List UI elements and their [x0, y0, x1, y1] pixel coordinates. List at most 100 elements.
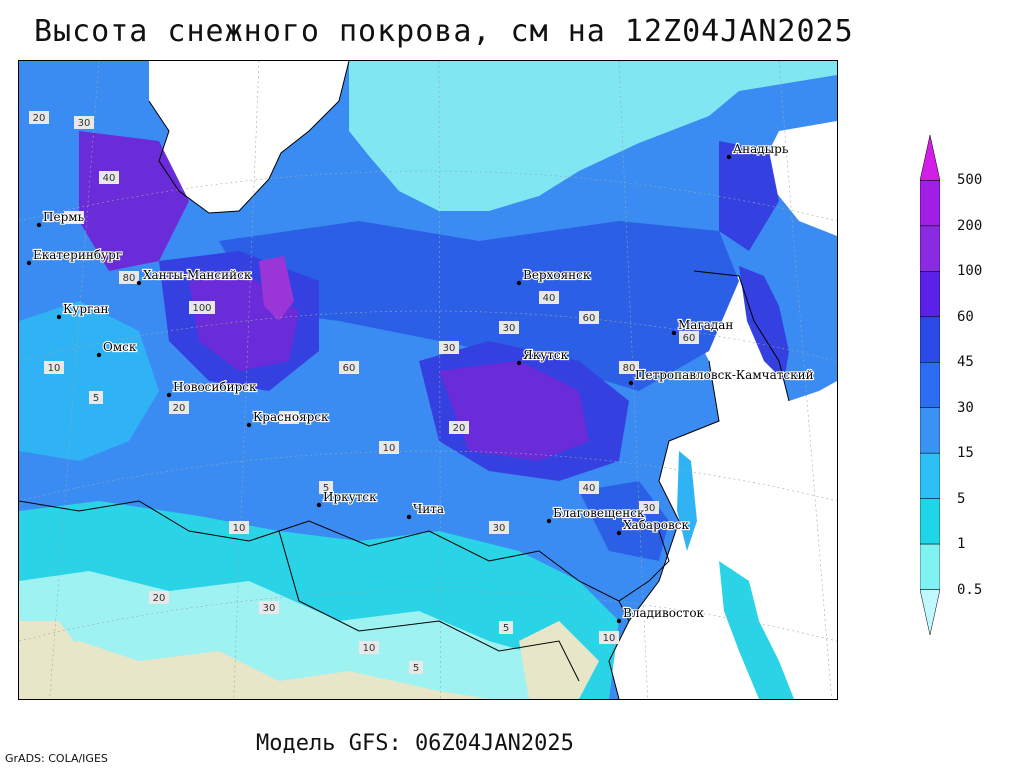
legend-swatch	[920, 543, 940, 590]
svg-text:40: 40	[283, 413, 296, 424]
value-tag: 40	[579, 481, 599, 494]
snow-depth-map: 20 30 40 60 80 100 10 5 20 40 60 30 30 40 60 80 60 40 30 20…	[18, 60, 838, 700]
value-tag: 30	[639, 501, 659, 514]
svg-text:10: 10	[383, 443, 396, 454]
map-canvas: 20 30 40 60 80 100 10 5 20 40 60 30 30 40 60 80 60 40 30 20…	[19, 61, 837, 699]
value-tag: 80	[119, 271, 139, 284]
pacific-coast	[608, 270, 790, 699]
value-tag: 100	[189, 301, 215, 314]
sakhalin	[677, 451, 697, 551]
value-tag: 40	[279, 411, 299, 424]
north-high-snow	[219, 221, 739, 391]
svg-text:60: 60	[683, 333, 696, 344]
legend-swatch	[920, 271, 940, 318]
legend-label: 15	[957, 445, 974, 462]
grads-credit: GrADS: COLA/IGES	[5, 752, 108, 765]
svg-text:Омск: Омск	[103, 340, 137, 354]
value-tag: 60	[679, 331, 699, 344]
svg-text:40: 40	[103, 173, 116, 184]
svg-text:Курган: Курган	[63, 302, 108, 316]
peak-snow	[259, 256, 294, 321]
value-tag: 5	[409, 661, 423, 674]
value-tag: 30	[74, 116, 94, 129]
value-tag: 20	[149, 591, 169, 604]
legend-label: 1	[957, 536, 966, 553]
value-tag: 60	[339, 361, 359, 374]
pacific-ocean	[609, 271, 837, 699]
svg-text:5: 5	[93, 393, 99, 404]
city-label: Хабаровск	[623, 518, 689, 532]
value-tag: 30	[259, 601, 279, 614]
value-tag: 10	[229, 521, 249, 534]
svg-text:60: 60	[583, 313, 596, 324]
svg-text:Красноярск: Красноярск	[253, 410, 329, 424]
value-tag: 10	[379, 441, 399, 454]
legend-swatch	[920, 180, 940, 227]
legend-label: 500	[957, 172, 983, 189]
city-label: Владивосток	[623, 606, 705, 620]
city-label: Екатеринбург	[33, 248, 122, 262]
city-label: Ханты-Мансийск	[143, 268, 252, 282]
value-tag: 40	[539, 291, 559, 304]
svg-text:40: 40	[583, 483, 596, 494]
city-label: Петропавловск-Камчатский	[635, 368, 814, 382]
svg-text:5: 5	[503, 623, 509, 634]
model-run-label: Модель GFS: 06Z04JAN2025	[256, 731, 574, 756]
svg-text:10: 10	[233, 523, 246, 534]
city-label: Анадырь	[733, 142, 789, 156]
legend-swatch	[920, 407, 940, 454]
legend-label: 200	[957, 217, 983, 234]
svg-text:Верхоянск: Верхоянск	[523, 268, 591, 282]
yakutia-very-high	[439, 361, 589, 461]
city-label: Курган	[63, 302, 108, 316]
city-marker: Петропавловск-КамчатскийПетропавловск-Ка…	[628, 367, 815, 386]
value-tag: 60	[64, 211, 84, 224]
legend-label: 30	[957, 399, 974, 416]
legend-label: 100	[957, 263, 983, 280]
city-label: Новосибирск	[173, 380, 257, 394]
city-label: Красноярск	[253, 410, 329, 424]
borders	[19, 500, 670, 682]
svg-text:30: 30	[78, 118, 91, 129]
svg-text:Владивосток: Владивосток	[623, 606, 705, 620]
value-tag: 20	[29, 111, 49, 124]
bare-ground	[19, 641, 489, 699]
legend-swatch	[920, 362, 940, 408]
legend-label: 0.5	[957, 581, 983, 598]
svg-text:Пермь: Пермь	[43, 210, 85, 224]
svg-text:30: 30	[643, 503, 656, 514]
city-label: Чита	[413, 502, 444, 516]
svg-text:20: 20	[153, 593, 166, 604]
svg-text:10: 10	[48, 363, 61, 374]
bering-sea	[759, 121, 837, 236]
value-tag: 10	[44, 361, 64, 374]
urals-very-high	[79, 131, 189, 271]
value-tag: 10	[359, 641, 379, 654]
svg-text:Новосибирск: Новосибирск	[173, 380, 257, 394]
svg-text:Благовещенск: Благовещенск	[553, 506, 645, 520]
city-label: Магадан	[678, 318, 733, 332]
svg-text:Чита: Чита	[413, 502, 444, 516]
legend-label: 5	[957, 490, 966, 507]
city-label: Омск	[103, 340, 137, 354]
svg-text:30: 30	[503, 323, 516, 334]
city-label: Верхоянск	[523, 268, 591, 282]
value-tag: 80	[619, 361, 639, 374]
value-tag: 5	[319, 481, 333, 494]
chukotka-high	[719, 141, 779, 251]
legend-swatch	[920, 135, 940, 181]
